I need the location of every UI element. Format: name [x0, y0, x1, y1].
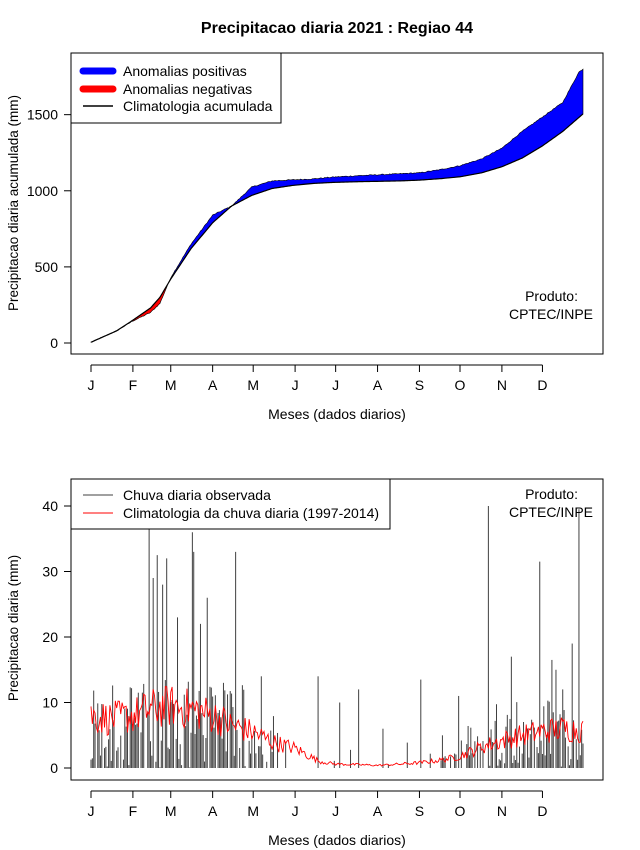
- bottom-x-tick-label: J: [332, 803, 339, 819]
- bottom-x-tick-label: N: [497, 803, 507, 819]
- top-x-tick-label: M: [165, 377, 177, 393]
- bottom-x-tick-label: M: [247, 803, 259, 819]
- bottom-x-tick-label: J: [292, 803, 299, 819]
- positive-anomaly-area: [167, 205, 232, 285]
- legend-label-daily-climatology: Climatologia da chuva diaria (1997-2014): [123, 505, 379, 521]
- legend-label-negative: Anomalias negativas: [123, 81, 252, 97]
- bottom-legend: Chuva diaria observada Climatologia da c…: [70, 478, 391, 530]
- top-x-tick-label: M: [247, 377, 259, 393]
- legend-label-observed: Chuva diaria observada: [123, 487, 271, 503]
- top-x-tick-label: N: [497, 377, 507, 393]
- bottom-x-tick-label: D: [537, 803, 547, 819]
- cumulative-precipitation-chart: 0 500 1000 1500 J F M A M J J A S O N D Precipitacao d…: [6, 52, 604, 422]
- bottom-product-label: Produto:: [525, 486, 578, 502]
- top-y-tick-label: 1000: [27, 183, 58, 199]
- top-x-axis-label: Meses (dados diarios): [268, 406, 406, 422]
- top-x-tick-label: A: [373, 377, 383, 393]
- top-x-tick-label: A: [208, 377, 218, 393]
- bottom-x-tick-label: A: [208, 803, 218, 819]
- bottom-y-axis-label: Precipitacao diaria (mm): [6, 555, 21, 701]
- top-x-tick-label: O: [455, 377, 466, 393]
- top-legend: Anomalias positivas Anomalias negativas …: [70, 52, 282, 124]
- bottom-y-tick-label: 10: [42, 695, 58, 711]
- top-product-source: CPTEC/INPE: [509, 306, 593, 322]
- top-x-tick-label: S: [415, 377, 424, 393]
- bottom-y-tick-label: 40: [42, 498, 58, 514]
- bottom-legend-box: [70, 478, 391, 530]
- bottom-y-tick-label: 0: [50, 760, 58, 776]
- legend-label-positive: Anomalias positivas: [123, 63, 247, 79]
- bottom-x-tick-label: M: [165, 803, 177, 819]
- top-x-tick-label: D: [537, 377, 547, 393]
- bottom-y-tick-label: 30: [42, 564, 58, 580]
- top-x-tick-label: J: [88, 377, 95, 393]
- bottom-x-tick-label: A: [373, 803, 383, 819]
- daily-climatology-line: [90, 686, 584, 767]
- top-x-tick-label: J: [292, 377, 299, 393]
- negative-anomaly-area: [121, 283, 169, 329]
- daily-precipitation-chart: 0 10 20 30 40 J F M A M J J A S O N D Precipitacao diar…: [6, 478, 604, 848]
- top-y-tick-label: 500: [35, 259, 59, 275]
- bottom-x-tick-label: J: [88, 803, 95, 819]
- bottom-y-tick-label: 20: [42, 629, 58, 645]
- top-x-tick-label: F: [129, 377, 138, 393]
- cumulative-climatology-line: [90, 113, 584, 343]
- top-x-tick-label: J: [332, 377, 339, 393]
- top-y-tick-label: 1500: [27, 107, 58, 123]
- top-product-label: Produto:: [525, 288, 578, 304]
- bottom-x-axis-label: Meses (dados diarios): [268, 832, 406, 848]
- positive-anomaly-area: [232, 68, 584, 206]
- figure-title: Precipitacao diaria 2021 : Regiao 44: [201, 20, 473, 37]
- bottom-x-tick-label: O: [455, 803, 466, 819]
- bottom-product-source: CPTEC/INPE: [509, 504, 593, 520]
- top-y-tick-label: 0: [50, 335, 58, 351]
- top-y-axis-label: Precipitacao diaria acumulada (mm): [6, 95, 21, 311]
- bottom-x-tick-label: F: [129, 803, 138, 819]
- bottom-x-tick-label: S: [415, 803, 424, 819]
- legend-label-climatology: Climatologia acumulada: [123, 98, 273, 114]
